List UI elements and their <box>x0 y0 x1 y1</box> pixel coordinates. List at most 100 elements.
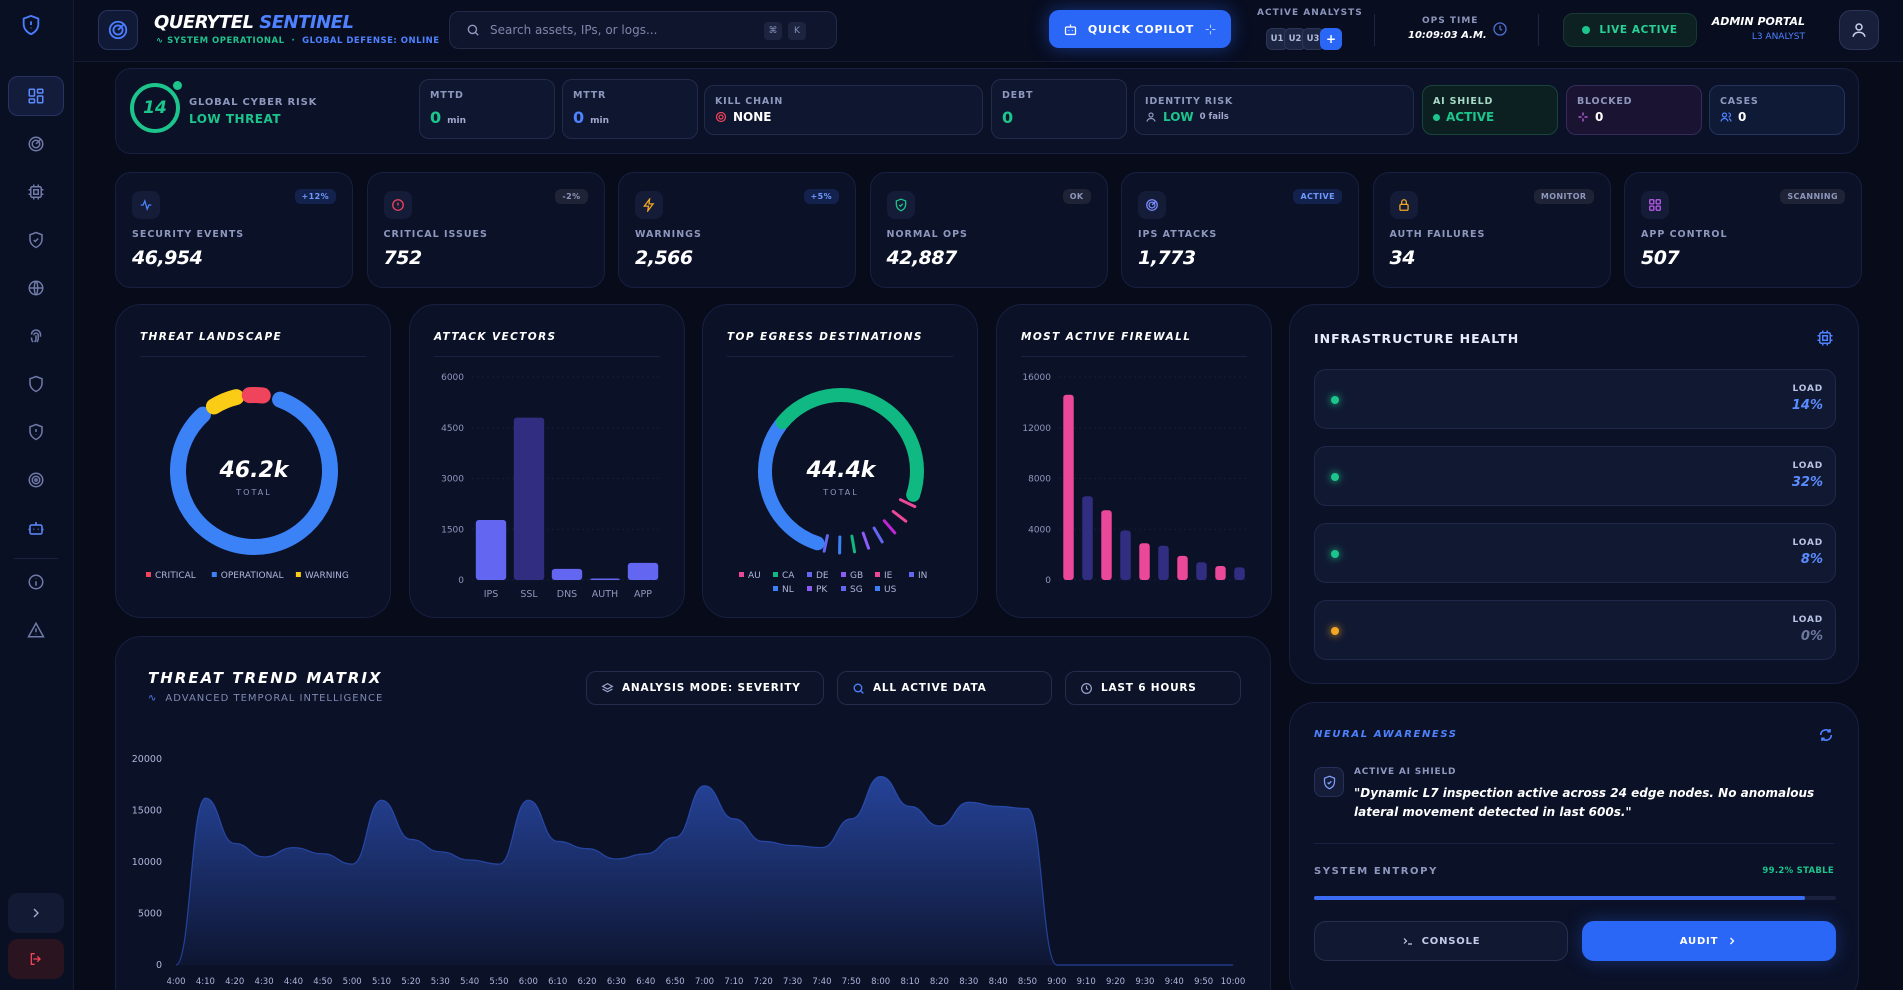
sidebar-item-shield[interactable] <box>8 364 64 404</box>
bar-fw2 <box>1082 496 1093 580</box>
x-tick-label: 8:10 <box>900 977 919 987</box>
identity-risk-card[interactable]: IDENTITY RISK LOW 0 fails <box>1134 85 1414 135</box>
neural-awareness-panel: NEURAL AWARENESS ACTIVE AI SHIELD "Dynam… <box>1289 702 1859 990</box>
live-dot-icon <box>1582 26 1591 34</box>
system-entropy-bar <box>1314 896 1836 900</box>
radar-icon <box>1138 191 1166 219</box>
panel-divider <box>434 356 660 357</box>
infra-node-row[interactable]: LOAD 0% <box>1314 600 1836 660</box>
x-tick-label: 7:40 <box>812 977 831 987</box>
quick-copilot-button[interactable]: QUICK COPILOT <box>1049 10 1231 48</box>
time-range-label: LAST 6 HOURS <box>1101 682 1197 694</box>
svg-text:OPERATIONAL: OPERATIONAL <box>221 571 284 581</box>
node-load-value: 14% <box>1791 398 1823 413</box>
legend-item-us: US <box>875 585 897 595</box>
sidebar-item-bot[interactable] <box>8 508 64 548</box>
sidebar-item-globe[interactable] <box>8 268 64 308</box>
trend-area <box>176 776 1233 965</box>
pie-slice-critical <box>241 387 271 404</box>
kpi-badge: +5% <box>803 189 839 204</box>
data-scope-label: ALL ACTIVE DATA <box>873 682 987 694</box>
trend-line <box>175 775 1233 966</box>
kpi-badge: OK <box>1062 189 1091 204</box>
system-entropy-fill <box>1314 896 1805 900</box>
sidebar-item-radar[interactable] <box>8 124 64 164</box>
svg-text:US: US <box>884 585 897 595</box>
search-input[interactable] <box>490 12 740 48</box>
sidebar-item-cpu[interactable] <box>8 172 64 212</box>
time-range-select[interactable]: LAST 6 HOURS <box>1065 671 1241 705</box>
analysis-mode-select[interactable]: ANALYSIS MODE: SEVERITY <box>586 671 824 705</box>
add-analyst-button[interactable]: + <box>1320 28 1342 50</box>
node-status-dot-icon <box>1331 473 1339 481</box>
shield-icon <box>29 375 43 393</box>
mttr-card[interactable]: MTTR 0 min <box>562 79 698 139</box>
ai-shield-card[interactable]: AI SHIELD ACTIVE <box>1422 85 1558 135</box>
debt-card[interactable]: DEBT 0 <box>991 79 1127 139</box>
legend-item-sg: SG <box>841 585 863 595</box>
x-tick-label: 4:30 <box>255 977 274 987</box>
identity-fails: 0 fails <box>1199 112 1229 122</box>
y-tick-label: 15000 <box>132 806 162 817</box>
console-button[interactable]: CONSOLE <box>1314 921 1568 961</box>
audit-button[interactable]: AUDIT <box>1582 921 1836 961</box>
kpi-card-app-control[interactable]: SCANNING APP CONTROL 507 <box>1624 172 1862 288</box>
sidebar-item-shield-alert[interactable] <box>8 412 64 452</box>
expand-sidebar-button[interactable] <box>8 893 64 933</box>
node-load-label: LOAD <box>1792 384 1823 394</box>
kpi-card-ips-attacks[interactable]: ACTIVE IPS ATTACKS 1,773 <box>1121 172 1359 288</box>
kpi-value: 46,954 <box>132 247 203 269</box>
kpi-card-security-events[interactable]: +12% SECURITY EVENTS 46,954 <box>115 172 353 288</box>
legend-item-ie: IE <box>875 571 893 581</box>
kill-chain-card[interactable]: KILL CHAIN NONE <box>704 85 983 135</box>
topbar: QUERYTEL SENTINEL ∿ SYSTEM OPERATIONAL ·… <box>74 0 1903 62</box>
legend-item-pk: PK <box>807 585 828 595</box>
bar-fw1 <box>1063 394 1074 580</box>
user-avatar-button[interactable] <box>1839 10 1879 50</box>
ai-shield-label: ACTIVE AI SHIELD <box>1354 767 1457 777</box>
cases-label: CASES <box>1720 96 1759 107</box>
sidebar-item-fingerprint[interactable] <box>8 316 64 356</box>
x-tick-label: 5:50 <box>489 977 508 987</box>
x-tick-label: 6:50 <box>666 977 685 987</box>
refresh-icon[interactable] <box>1818 727 1834 743</box>
svg-text:IN: IN <box>918 571 927 581</box>
sidebar-item-target[interactable] <box>8 460 64 500</box>
sidebar-item-dashboard[interactable] <box>8 76 64 116</box>
kpi-card-critical-issues[interactable]: -2% CRITICAL ISSUES 752 <box>366 172 605 288</box>
kpi-badge: +12% <box>294 189 336 204</box>
shield-check-icon <box>1314 767 1344 797</box>
blocked-card[interactable]: BLOCKED 0 <box>1566 85 1702 135</box>
cases-card[interactable]: CASES 0 <box>1709 85 1845 135</box>
infra-node-row[interactable]: LOAD 32% <box>1314 446 1836 506</box>
sidebar-item-shield-check[interactable] <box>8 220 64 260</box>
cpu-icon[interactable] <box>1816 329 1834 347</box>
kpi-card-normal-ops[interactable]: OK NORMAL OPS 42,887 <box>869 172 1108 288</box>
x-tick-label: 8:20 <box>930 977 949 987</box>
data-scope-select[interactable]: ALL ACTIVE DATA <box>837 671 1052 705</box>
center-label: TOTAL <box>822 488 858 497</box>
attack-vectors-title: ATTACK VECTORS <box>434 331 557 343</box>
sidebar-item-info[interactable] <box>8 562 64 602</box>
bot-icon <box>28 522 44 535</box>
sidebar <box>0 0 74 990</box>
infra-node-row[interactable]: LOAD 14% <box>1314 369 1836 429</box>
pie-slice-ca <box>775 388 924 502</box>
mttd-card[interactable]: MTTD 0 min <box>419 79 555 139</box>
blocked-label: BLOCKED <box>1577 96 1633 107</box>
node-load-label: LOAD <box>1792 461 1823 471</box>
brand-radar-icon <box>98 10 138 50</box>
kpi-card-auth-failures[interactable]: MONITOR AUTH FAILURES 34 <box>1372 172 1611 288</box>
kpi-card-warnings[interactable]: +5% WARNINGS 2,566 <box>618 172 856 288</box>
svg-text:AU: AU <box>748 571 761 581</box>
logout-button[interactable] <box>8 939 64 979</box>
infra-node-row[interactable]: LOAD 8% <box>1314 523 1836 583</box>
warning-triangle-icon <box>27 621 45 638</box>
x-tick-label: 8:40 <box>989 977 1008 987</box>
x-tick-label: 5:10 <box>372 977 391 987</box>
sidebar-item-warning[interactable] <box>8 610 64 650</box>
search-box[interactable]: ⌘ K <box>449 11 837 49</box>
x-tick-label: 4:40 <box>284 977 303 987</box>
cpu-icon <box>28 184 44 200</box>
